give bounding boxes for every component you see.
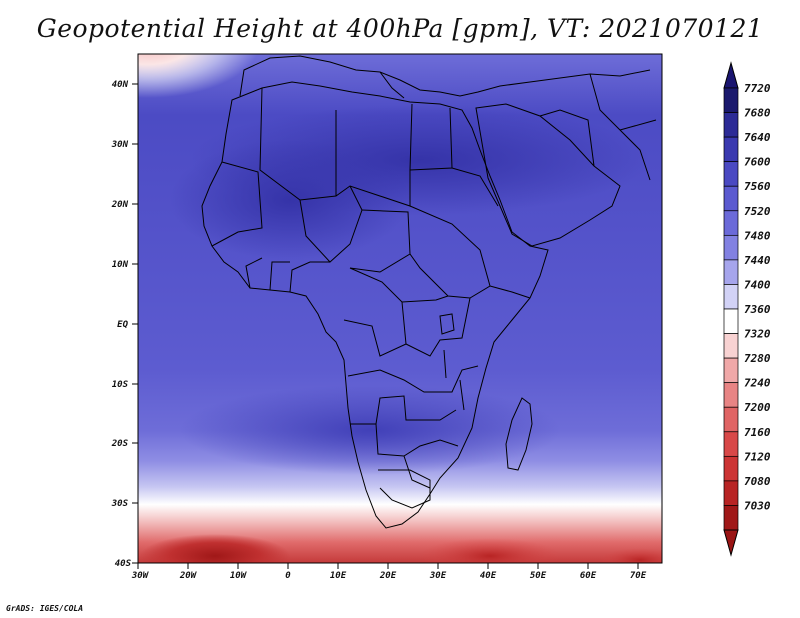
country-boundaries bbox=[201, 55, 657, 529]
colorbar-label: 7600 bbox=[744, 156, 771, 169]
colorbar-swatch bbox=[723, 259, 739, 285]
colorbar-label: 7480 bbox=[744, 229, 771, 242]
credit-text: GrADS: IGES/COLA bbox=[6, 604, 84, 613]
colorbar-top-arrow bbox=[723, 61, 739, 89]
colorbar-swatch bbox=[723, 455, 739, 482]
colorbar-label: 7720 bbox=[744, 82, 771, 95]
colorbar-label: 7080 bbox=[744, 475, 771, 488]
colorbar-swatch bbox=[723, 136, 739, 163]
colorbar-label: 7280 bbox=[744, 352, 771, 365]
colorbar-swatch bbox=[723, 87, 739, 113]
lon-label: 30E bbox=[429, 571, 447, 581]
colorbar-label: 7240 bbox=[744, 377, 771, 390]
colorbar-label: 7320 bbox=[744, 328, 771, 341]
lat-label: 10N bbox=[112, 260, 129, 270]
colorbar-swatch bbox=[723, 185, 739, 212]
lon-label: 0 bbox=[285, 571, 291, 581]
colorbar-label: 7160 bbox=[744, 426, 771, 439]
map-title: Geopotential Height at 400hPa [gpm], VT:… bbox=[36, 14, 764, 43]
lat-label: 20N bbox=[111, 200, 129, 210]
lat-axis: 40N 30N 20N 10N EQ 10S 20S 30S 40S bbox=[111, 80, 138, 569]
colorbar-swatch bbox=[723, 382, 739, 408]
colorbar-label: 7640 bbox=[744, 131, 771, 144]
colorbar-swatch bbox=[723, 505, 739, 531]
colorbar-swatch bbox=[723, 308, 739, 334]
colorbar-swatch bbox=[723, 357, 739, 384]
map-frame bbox=[137, 53, 663, 564]
lat-label: 10S bbox=[112, 380, 129, 390]
lon-label: 10W bbox=[230, 571, 248, 581]
colorbar-swatch bbox=[723, 161, 739, 187]
colorbar-label: 7680 bbox=[744, 107, 771, 120]
lon-label: 70E bbox=[630, 571, 647, 581]
colorbar-label: 7440 bbox=[744, 254, 771, 267]
colorbar-label: 7120 bbox=[744, 450, 771, 463]
colorbar-label: 7360 bbox=[744, 303, 771, 316]
lon-label: 20W bbox=[179, 571, 198, 581]
lat-label: 20S bbox=[111, 439, 129, 449]
lon-label: 40E bbox=[480, 571, 497, 581]
shaded-field bbox=[138, 54, 662, 563]
lon-label: 50E bbox=[530, 571, 547, 581]
lat-label: EQ bbox=[117, 320, 128, 330]
lon-axis: 30W 20W 10W 0 10E 20E 30E 40E 50E 60E 70… bbox=[131, 563, 647, 581]
colorbar-label: 7030 bbox=[744, 499, 771, 512]
colorbar-label: 7200 bbox=[744, 401, 771, 414]
lon-label: 20E bbox=[379, 571, 397, 581]
colorbar-swatch bbox=[723, 210, 739, 236]
colorbar-label: 7520 bbox=[744, 205, 771, 218]
colorbar-swatch bbox=[723, 480, 739, 506]
colorbar-swatch bbox=[723, 284, 739, 310]
colorbar: 7720 7680 7640 7600 7560 7520 7480 7440 7400 7360… bbox=[723, 61, 771, 557]
colorbar-swatch bbox=[723, 112, 739, 138]
colorbar-label: 7560 bbox=[744, 180, 771, 193]
lat-label: 40S bbox=[115, 559, 132, 569]
colorbar-swatch bbox=[723, 234, 739, 261]
lon-label: 30W bbox=[131, 571, 150, 581]
colorbar-swatch bbox=[723, 431, 739, 457]
lat-label: 40N bbox=[112, 80, 129, 90]
lat-label: 30N bbox=[111, 140, 129, 150]
colorbar-label: 7400 bbox=[744, 278, 771, 291]
lon-label: 60E bbox=[580, 571, 597, 581]
lon-label: 10E bbox=[330, 571, 347, 581]
lat-label: 30S bbox=[111, 499, 129, 509]
colorbar-swatch bbox=[723, 333, 739, 359]
colorbar-bottom-arrow bbox=[723, 529, 739, 557]
colorbar-swatch bbox=[723, 406, 739, 433]
